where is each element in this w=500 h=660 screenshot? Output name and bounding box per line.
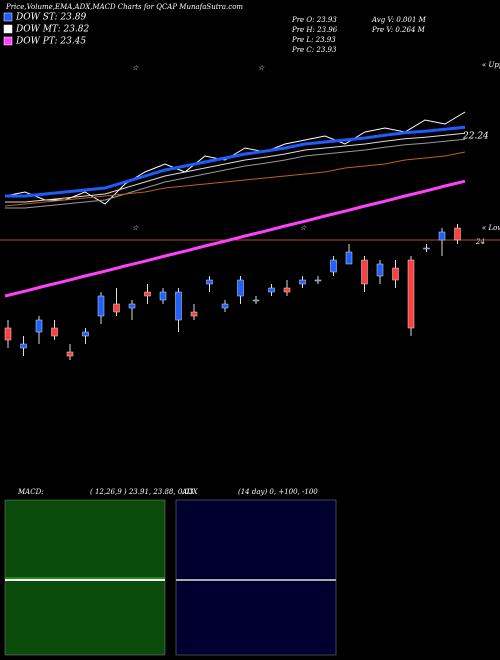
candle-body <box>423 247 430 250</box>
adx-label: ADX <box>181 488 199 496</box>
legend-label: DOW MT: 23.82 <box>15 25 90 35</box>
last-label: 24 <box>475 238 485 246</box>
candle-body <box>221 303 229 309</box>
quote-item: Pre C: 23.93 <box>291 46 337 54</box>
quote-item: Pre O: 23.93 <box>291 16 337 24</box>
candle-body <box>206 279 213 285</box>
candle-body <box>283 287 291 293</box>
ema-line <box>4 179 466 298</box>
lower-label: « Lower <box>482 224 500 232</box>
candle-body <box>268 287 275 293</box>
macd-params: ( 12,26,9 ) 23.91, 23.88, 0.03 <box>90 488 194 496</box>
candle-body <box>392 267 399 281</box>
candle-body <box>330 259 337 273</box>
candle-body <box>144 291 151 297</box>
marker: ☆ <box>300 224 307 232</box>
legend-swatch <box>3 12 13 22</box>
candle-body <box>407 259 415 329</box>
quote-item: Pre H: 23.96 <box>291 26 338 34</box>
candle-body <box>35 319 43 333</box>
quote-item: Pre L: 23.93 <box>291 36 336 44</box>
adx-params: (14 day) 0, +100, -100 <box>238 488 318 496</box>
candle-body <box>299 279 306 285</box>
candle-body <box>82 331 89 337</box>
quote-item: Pre V: 0.264 M <box>371 26 426 34</box>
candle-body <box>345 251 353 265</box>
candle-body <box>159 291 167 301</box>
candle-body <box>314 279 322 282</box>
ema-line <box>5 125 466 198</box>
candle-body <box>175 291 182 321</box>
candle-body <box>20 343 27 349</box>
legend-label: DOW ST: 23.89 <box>15 13 86 23</box>
legend-label: DOW PT: 23.45 <box>15 37 86 47</box>
chart-title: Price,Volume,EMA,ADX,MACD Charts for QCA… <box>5 3 243 11</box>
candle-body <box>376 263 384 277</box>
ema-line <box>5 132 466 203</box>
marker: ☆ <box>132 64 139 72</box>
adx-panel <box>175 499 337 656</box>
candle-body <box>252 299 260 302</box>
macd-label: MACD: <box>17 488 44 496</box>
quote-item: Avg V: 0.001 M <box>371 16 427 24</box>
ema-line <box>5 138 466 209</box>
candle-body <box>51 327 58 337</box>
legend-swatch <box>3 36 13 46</box>
candle-body <box>438 231 446 241</box>
level-label: 22.24 <box>462 132 489 142</box>
legend-swatch <box>3 24 13 34</box>
candle-body <box>4 327 12 341</box>
upper-label: « Upper <box>482 61 500 69</box>
marker: ☆ <box>132 224 139 232</box>
candle-body <box>190 311 198 317</box>
ema-line <box>4 111 466 205</box>
ema-line <box>4 151 466 207</box>
candle-body <box>454 227 461 241</box>
candle-body <box>237 279 244 297</box>
candle-body <box>361 259 368 285</box>
candle-body <box>128 303 136 309</box>
candle-body <box>66 351 74 357</box>
candle-body <box>97 295 105 317</box>
marker: ☆ <box>258 64 265 72</box>
candle-body <box>113 303 120 313</box>
